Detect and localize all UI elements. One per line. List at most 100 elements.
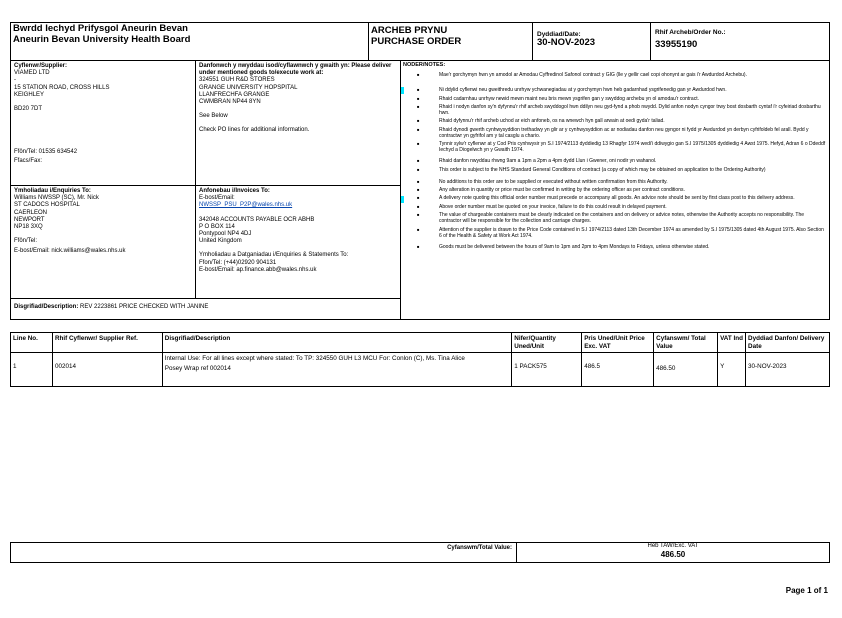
- order-number: Rhif Archeb/Order No.: 33955190: [655, 29, 726, 51]
- line-total: 486.50: [653, 352, 719, 387]
- enquiries-address: ST CADOCS HOSPITAL: [14, 202, 80, 209]
- supplier-address: 15 STATION ROAD, CROSS HILLS: [14, 84, 110, 91]
- supplier-postcode: BD20 7DT: [14, 106, 43, 113]
- invoices-email-link[interactable]: NWSSP_PSU_P2P@wales.nhs.uk: [199, 202, 293, 209]
- date-value: 30-NOV-2023: [537, 37, 596, 49]
- note-item: Rhaid dyfynnu'r rhif archeb uchod ar eic…: [417, 118, 827, 124]
- enquiries-address: NEWPORT: [14, 216, 45, 223]
- column-header: Rhif Cyflenwr/ Supplier Ref.: [51, 332, 163, 353]
- date-label: Dyddiad/Date:: [537, 31, 581, 38]
- divider: [10, 60, 830, 61]
- supplier-name: VIAMED LTD: [14, 70, 50, 77]
- column-header: VAT Ind: [717, 332, 747, 353]
- order-lines-table: Line No. Rhif Cyflenwr/ Supplier Ref. Di…: [10, 332, 830, 387]
- note-item: Rhaid i nodyn danfon sy'n dyfynnu'r rhif…: [417, 104, 827, 116]
- enquiries-email: E-bost/Email: nick.williams@wales.nhs.uk: [14, 248, 126, 255]
- note-item: Above order number must be quoted on you…: [417, 204, 827, 210]
- supplier-tel: Ffôn/Tel: 01535 634542: [14, 149, 78, 156]
- organisation-name: Bwrdd Iechyd Prifysgol Aneurin Bevan Ane…: [13, 23, 190, 45]
- enquiries-label: Ymholiadau i/Enquiries To:: [14, 188, 91, 194]
- title-english: PURCHASE ORDER: [371, 35, 462, 47]
- delivery-section: Danfonwch y nwyddau isod/cyflawnwch y gw…: [196, 61, 399, 137]
- note-item: Rhaid cadarnhau unrhyw newid mewn maint …: [417, 96, 827, 102]
- table-header-row: Line No. Rhif Cyflenwr/ Supplier Ref. Di…: [10, 332, 830, 353]
- enquiries-address: NP18 3XQ: [14, 224, 43, 231]
- supplier-line: -: [14, 77, 16, 84]
- notes-welsh-list: Mae'r gorchymyn hwn yn amodol ar Amodau …: [403, 72, 827, 164]
- note-item: Goods must be delivered between the hour…: [417, 244, 827, 250]
- totals-box: [10, 542, 830, 563]
- document-title: ARCHEB PRYNU PURCHASE ORDER: [371, 25, 462, 47]
- total-value-label: Cyfanswm/Total Value:: [447, 545, 512, 551]
- note-item: Ni ddylid cyflenwi neu gweithredu unrhyw…: [417, 87, 827, 93]
- divider: [368, 22, 369, 60]
- divider: [10, 298, 400, 299]
- divider: [400, 60, 401, 320]
- column-header: Cyfanswm/ Total Value: [653, 332, 719, 353]
- description-value: REV 2223861 PRICE CHECKED WITH JANINE: [78, 304, 209, 310]
- column-header: Pris Uned/Unit Price Exc. VAT: [581, 332, 655, 353]
- column-header: Line No.: [10, 332, 53, 353]
- supplier-fax: Ffacs/Fax:: [14, 158, 43, 165]
- notes-section: NODER/NOTES: Mae'r gorchymyn hwn yn amod…: [401, 61, 829, 253]
- notes-english-list: This order is subject to the NHS Standar…: [403, 167, 827, 250]
- note-item: Any alteration in quantity or price must…: [417, 187, 827, 193]
- divider: [516, 542, 517, 563]
- note-item: Attention of the supplier is drawn to th…: [417, 227, 827, 239]
- enquiries-name: Williams NWSSP (SC), Mr. Nick: [14, 195, 99, 202]
- marker: [401, 87, 404, 94]
- order-header-box: [10, 22, 830, 320]
- page-number: Page 1 of 1: [785, 586, 828, 595]
- divider: [10, 185, 400, 186]
- enquiries-section: Ymholiadau i/Enquiries To: Williams NWSS…: [11, 186, 194, 258]
- quantity: 1 PACK575: [511, 352, 583, 387]
- divider: [532, 22, 533, 60]
- invoices-address: P O BOX 114: [199, 223, 235, 230]
- supplier-address: KEIGHLEY: [14, 91, 45, 98]
- line-description-internal: Internal Use: For all lines except where…: [164, 355, 465, 362]
- note-item: This order is subject to the NHS Standar…: [417, 167, 827, 173]
- column-header: Disgrifiad/Description: [161, 332, 513, 353]
- table-row: 1 002014 Internal Use: For all lines exc…: [10, 352, 830, 387]
- note-item: The value of chargeable containers must …: [417, 212, 827, 224]
- note-item: Tynnir sylw'r cyflenwr at y Cod Pris cyn…: [417, 141, 827, 153]
- divider: [650, 22, 651, 60]
- total-value: Heb TAW/Exc. VAT 486.50: [517, 543, 829, 559]
- invoices-section: Anfonebau i/Invoices To: E-bost/Email: N…: [196, 186, 399, 276]
- invoices-address: Pontypool NP4 4DJ: [199, 231, 252, 238]
- description-label: Disgrifiad/Description:: [14, 304, 79, 310]
- delivery-label: Danfonwch y nwyddau isod/cyflawnwch y gw…: [199, 63, 392, 77]
- statements-email: E-bost/Email: ap.finance.abb@wales.nhs.u…: [199, 266, 317, 273]
- description-row: Disgrifiad/Description: REV 2223861 PRIC…: [11, 302, 211, 313]
- delivery-address: LLANFRECHFA GRANGE: [199, 91, 270, 98]
- note-item: Rhaid danfon nwyddau rhwng 9am a 1pm a 2…: [417, 158, 827, 164]
- order-date: Dyddiad/Date: 30-NOV-2023: [537, 31, 595, 49]
- invoices-label: Anfonebau i/Invoices To:: [199, 188, 270, 194]
- invoices-email-label: E-bost/Email:: [199, 195, 235, 202]
- exc-vat-label: Heb TAW/Exc. VAT: [647, 543, 699, 549]
- enquiries-address: CAERLEON: [14, 209, 48, 216]
- order-number-label: Rhif Archeb/Order No.:: [655, 29, 726, 36]
- delivery-address: GRANGE UNIVERSITY HOPSPITAL: [199, 84, 298, 91]
- supplier-section: Cyflenwr/Supplier: VIAMED LTD - 15 STATI…: [11, 61, 194, 168]
- column-header: Dyddiad Danfon/ Delivery Date: [745, 332, 830, 353]
- note-item: No additions to this order are to be sup…: [417, 179, 827, 185]
- total-amount: 486.50: [660, 550, 686, 560]
- divider: [195, 60, 196, 298]
- delivery-address: 324551 GUH R&D STORES: [199, 77, 275, 84]
- invoices-address: 342048 ACCOUNTS PAYABLE OCR ABHB: [199, 216, 315, 223]
- line-number: 1: [10, 352, 53, 387]
- notes-label: NODER/NOTES:: [403, 62, 446, 68]
- line-description: Internal Use: For all lines except where…: [161, 352, 513, 387]
- supplier-label: Cyflenwr/Supplier:: [14, 63, 68, 69]
- org-welsh: Bwrdd Iechyd Prifysgol Aneurin Bevan: [13, 23, 188, 34]
- statements-label: Ymholiadau a Datganiadau i/Enquiries & S…: [199, 252, 349, 259]
- delivery-date: 30-NOV-2023: [745, 352, 830, 387]
- title-welsh: ARCHEB PRYNU: [371, 25, 448, 36]
- see-below: See Below: [199, 113, 228, 120]
- line-description-item: Posey Wrap ref 002014: [164, 364, 231, 372]
- check-po-lines: Check PO lines for additional informatio…: [199, 127, 310, 134]
- invoices-address: United Kingdom: [199, 238, 242, 245]
- column-header: Nifer/Quantity Uned/Unit: [511, 332, 583, 353]
- unit-price: 486.5: [581, 352, 655, 387]
